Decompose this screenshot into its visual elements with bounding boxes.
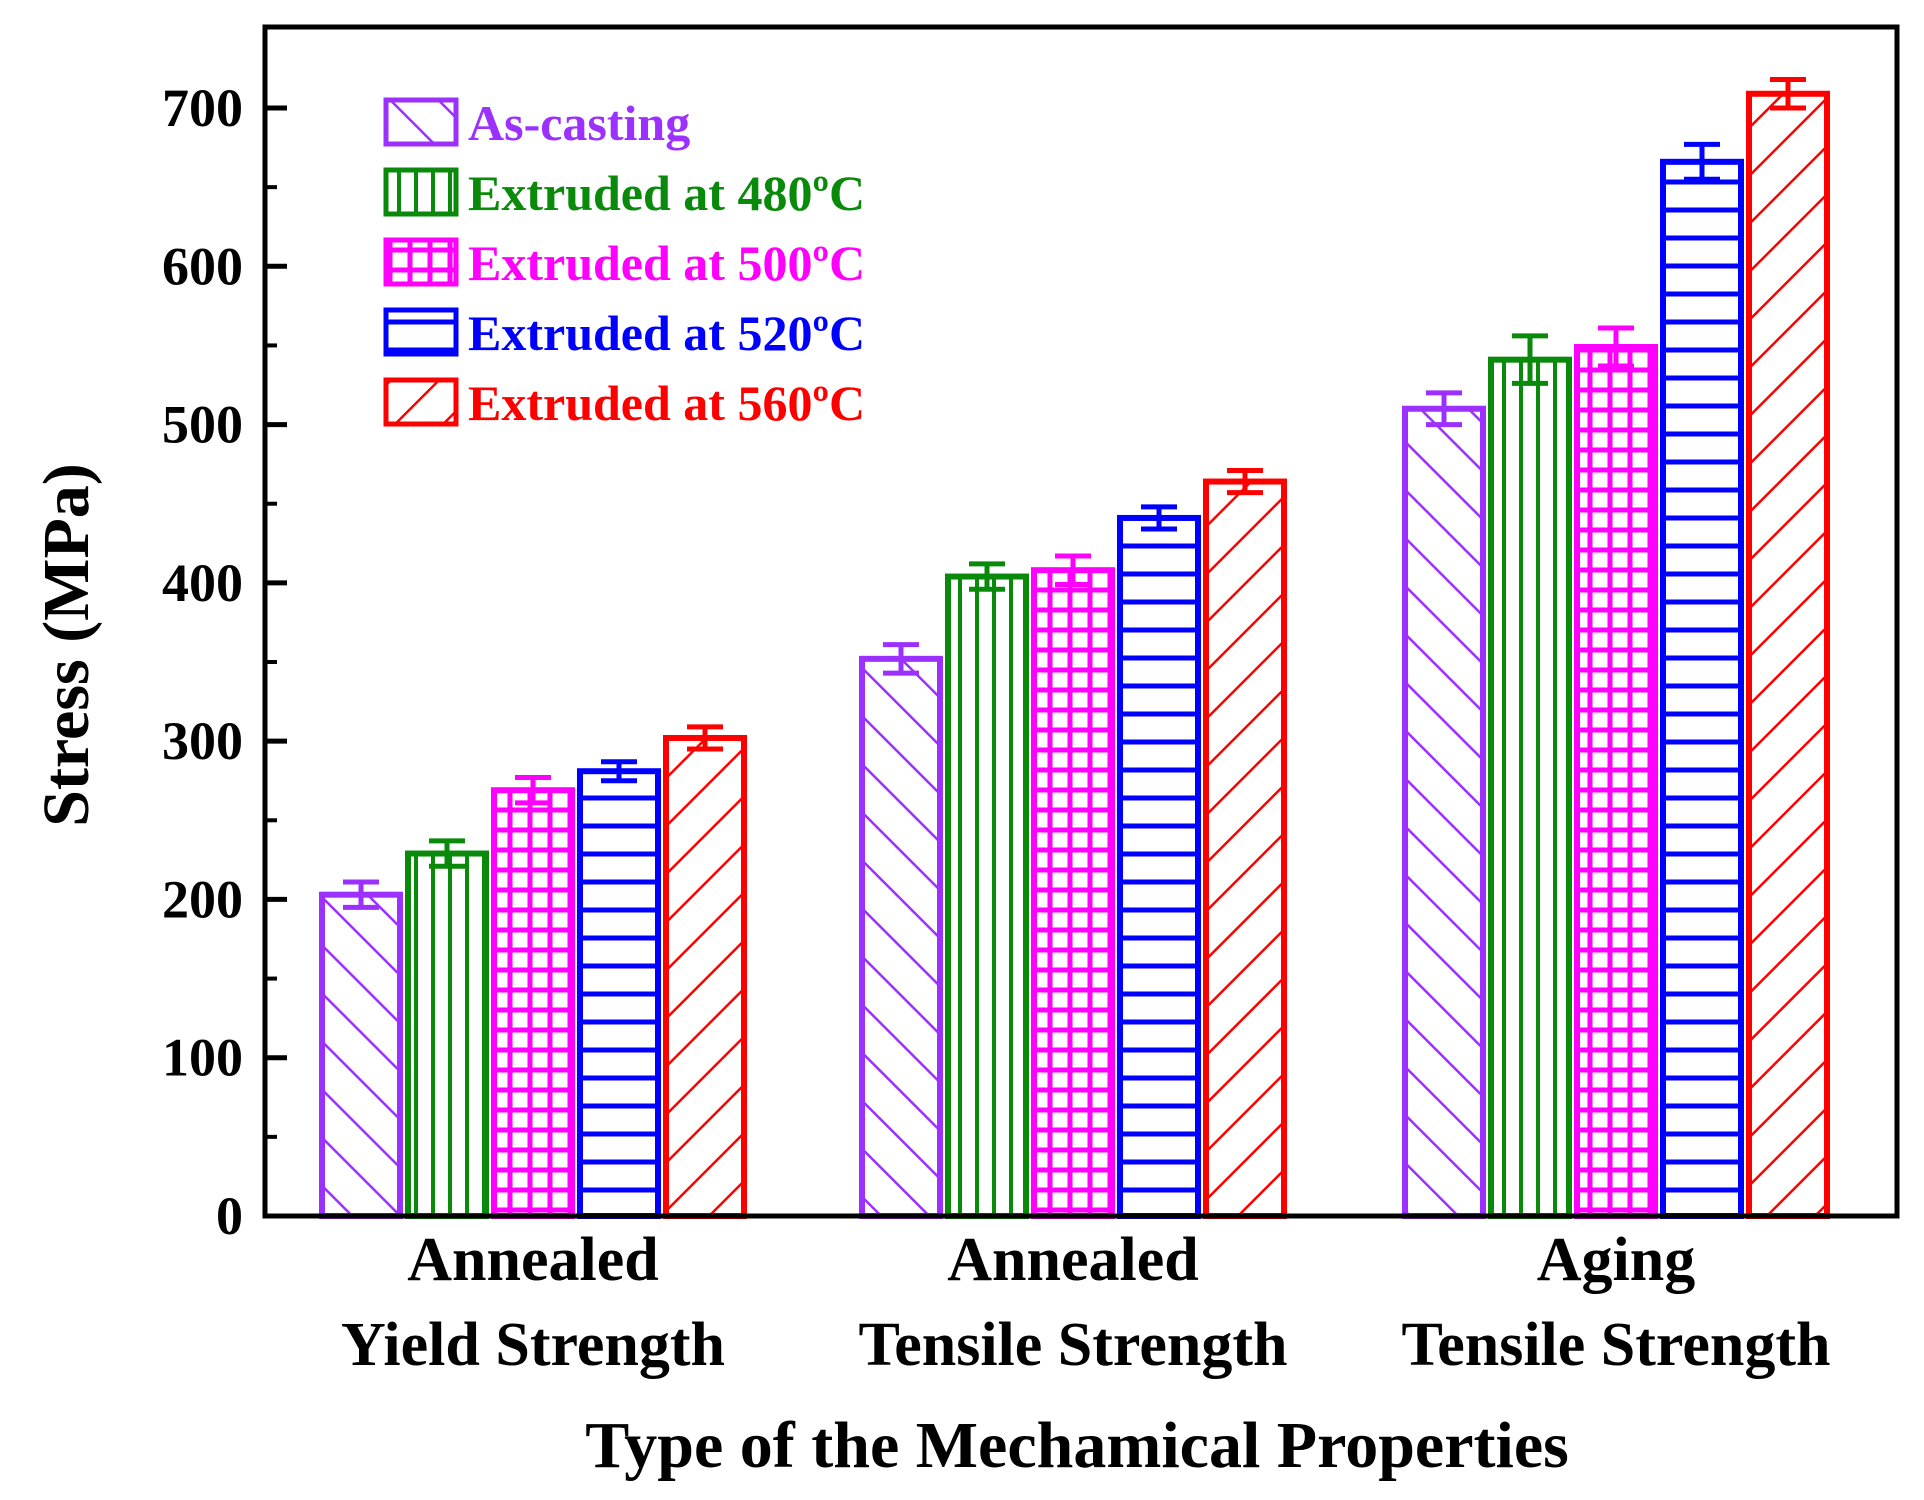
y-tick-label: 0 bbox=[216, 1186, 243, 1246]
bar-diag-down-0 bbox=[663, 734, 747, 1220]
legend-label: As-casting bbox=[468, 95, 690, 151]
bar-diag-down-1 bbox=[1203, 478, 1287, 1220]
x-category-label: Tensile Strength bbox=[859, 1311, 1288, 1379]
bars-layer bbox=[319, 77, 1830, 1220]
bar-diag-down-2 bbox=[1746, 90, 1830, 1220]
bar-grid-1 bbox=[1031, 567, 1115, 1219]
bar-vertical-0 bbox=[405, 850, 489, 1219]
legend-label: Extruded at 480ºC bbox=[468, 165, 865, 221]
legend: As-casting Extruded at 480ºC Extruded at 5… bbox=[383, 95, 865, 431]
x-category-label: Annealed bbox=[947, 1226, 1198, 1294]
legend-swatch bbox=[383, 97, 459, 147]
bar-vertical-1 bbox=[945, 573, 1029, 1219]
axes-layer: 0 100 200 300 400 500 600 700 Annealed Yield Stre… bbox=[162, 24, 1900, 1379]
bar-diag-up-1 bbox=[859, 655, 943, 1219]
bar-horizontal-2 bbox=[1660, 158, 1744, 1219]
y-axis-label: Stress (MPa) bbox=[30, 463, 103, 827]
labels-layer: Stress (MPa) Type of the Mechamical Prop… bbox=[30, 463, 1569, 1482]
bar-vertical-2 bbox=[1488, 356, 1572, 1220]
x-category-label: Annealed bbox=[407, 1226, 658, 1294]
legend-item: Extruded at 500ºC bbox=[383, 235, 865, 291]
bar-diag-up-0 bbox=[319, 891, 403, 1219]
bar-horizontal-1 bbox=[1117, 514, 1201, 1219]
y-tick-label: 300 bbox=[162, 711, 243, 771]
legend-swatch bbox=[383, 237, 459, 287]
y-tick-label: 200 bbox=[162, 869, 243, 929]
y-tick-label: 400 bbox=[162, 553, 243, 613]
legend-label: Extruded at 520ºC bbox=[468, 305, 865, 361]
x-category-label: Aging bbox=[1537, 1226, 1695, 1294]
bar-horizontal-0 bbox=[577, 768, 661, 1220]
legend-item: Extruded at 560ºC bbox=[383, 375, 865, 431]
legend-item: As-casting bbox=[383, 95, 690, 151]
legend-item: Extruded at 480ºC bbox=[383, 165, 865, 221]
legend-label: Extruded at 560ºC bbox=[468, 375, 865, 431]
bar-grid-2 bbox=[1574, 344, 1658, 1219]
plot-frame bbox=[262, 24, 1900, 1219]
legend-swatch bbox=[383, 167, 459, 217]
x-category-label: Tensile Strength bbox=[1402, 1311, 1831, 1379]
bar-diag-up-2 bbox=[1402, 405, 1486, 1219]
y-tick-label: 500 bbox=[162, 395, 243, 455]
x-axis-label: Type of the Mechamical Properties bbox=[585, 1409, 1569, 1482]
bar-grid-0 bbox=[491, 787, 575, 1219]
y-tick-label: 100 bbox=[162, 1028, 243, 1088]
x-category-label: Yield Strength bbox=[341, 1311, 725, 1379]
y-tick-label: 600 bbox=[162, 236, 243, 296]
legend-label: Extruded at 500ºC bbox=[468, 235, 865, 291]
legend-swatch bbox=[383, 377, 459, 427]
y-tick-label: 700 bbox=[162, 78, 243, 138]
legend-item: Extruded at 520ºC bbox=[383, 305, 865, 361]
legend-swatch bbox=[383, 307, 459, 357]
